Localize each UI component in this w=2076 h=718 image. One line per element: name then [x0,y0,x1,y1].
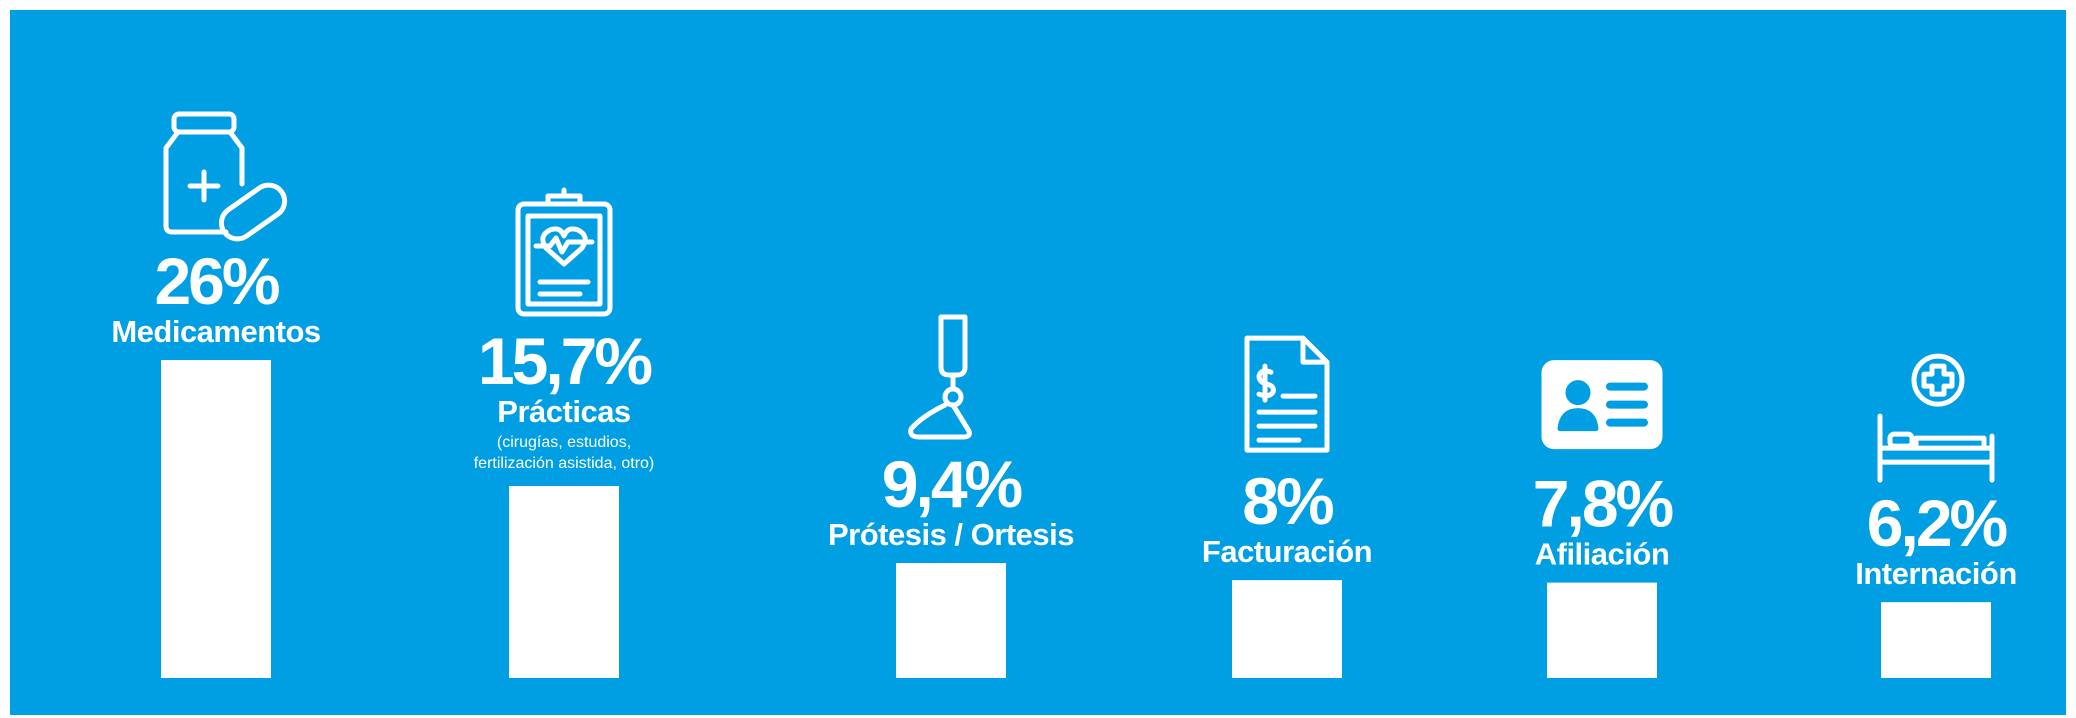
bar [1547,582,1657,678]
category-note: (cirugías, estudios, [497,434,631,451]
value-label: 9,4% [882,447,1022,521]
icon [908,314,972,440]
category-label: Facturación [1202,534,1372,569]
icon-part [1877,413,1995,483]
icon [1244,335,1330,453]
bar [161,360,271,678]
bar [509,485,619,678]
value-label: 26% [154,244,278,318]
category-note: fertilización asistida, otro) [474,455,655,472]
icon-part [1256,393,1318,443]
icon-part [1557,408,1599,432]
icon-part [1887,431,1915,449]
bar [1881,602,1991,678]
icon-part [171,111,237,135]
icon-part [163,129,229,235]
icon-part [218,182,288,242]
value-label: 15,7% [478,324,651,398]
icon-part [525,213,603,307]
icon [1877,353,1995,483]
value-label: 7,8% [1533,467,1673,541]
bar [896,563,1006,678]
icon-part [1606,382,1648,427]
icon [1541,360,1663,450]
icon-part [1256,363,1276,403]
background [10,10,2066,715]
icon-part [545,187,583,207]
icon-part [938,314,968,378]
value-label: 8% [1242,464,1333,538]
icon-part [187,169,221,203]
icon-part [1913,435,1987,451]
icon-part [1911,353,1965,407]
icon-part [1565,380,1591,406]
category-label: Medicamentos [111,314,320,349]
icon-part [908,402,972,440]
icon-part [1244,335,1330,453]
icon [515,187,613,317]
icon-part [227,129,245,187]
value-label: 6,2% [1867,486,2007,560]
category-label: Afiliación [1535,537,1670,572]
icon-part [540,226,588,267]
bar [1232,580,1342,678]
icon-part [515,201,613,317]
category-label: Prótesis / Ortesis [828,517,1074,552]
icon [163,111,288,242]
icon-part [1921,363,1955,397]
category-label: Internación [1855,556,2017,591]
icon-part [533,235,595,297]
category-label: Prácticas [497,394,630,429]
